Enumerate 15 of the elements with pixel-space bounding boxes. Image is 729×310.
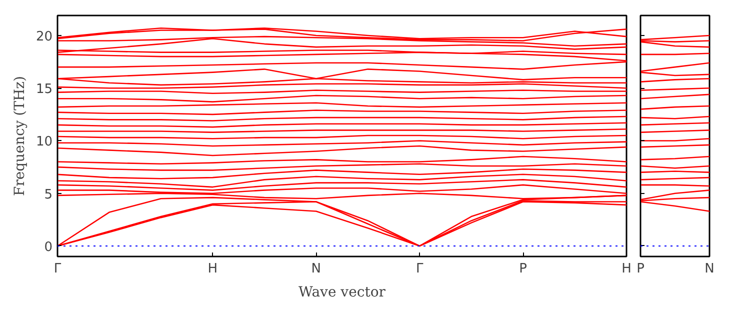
x-tick-label: Γ xyxy=(54,262,62,276)
y-tick-label: 10 xyxy=(36,134,53,150)
x-tick-label: Γ xyxy=(416,262,424,276)
y-axis-title: Frequency (THz) xyxy=(12,76,28,196)
y-tick-label: 0 xyxy=(44,240,53,255)
x-tick-label: P xyxy=(636,262,645,276)
y-tick-label: 5 xyxy=(44,187,53,202)
x-axis-title: Wave vector xyxy=(298,284,386,300)
x-tick-label: P xyxy=(519,262,528,276)
x-tick-label: H xyxy=(208,262,218,276)
y-tick-label: 15 xyxy=(36,82,53,98)
x-tick-label: H xyxy=(622,262,632,276)
y-tick-label: 20 xyxy=(36,29,53,44)
x-tick-label: N xyxy=(704,262,714,276)
x-tick-label: N xyxy=(311,262,322,276)
